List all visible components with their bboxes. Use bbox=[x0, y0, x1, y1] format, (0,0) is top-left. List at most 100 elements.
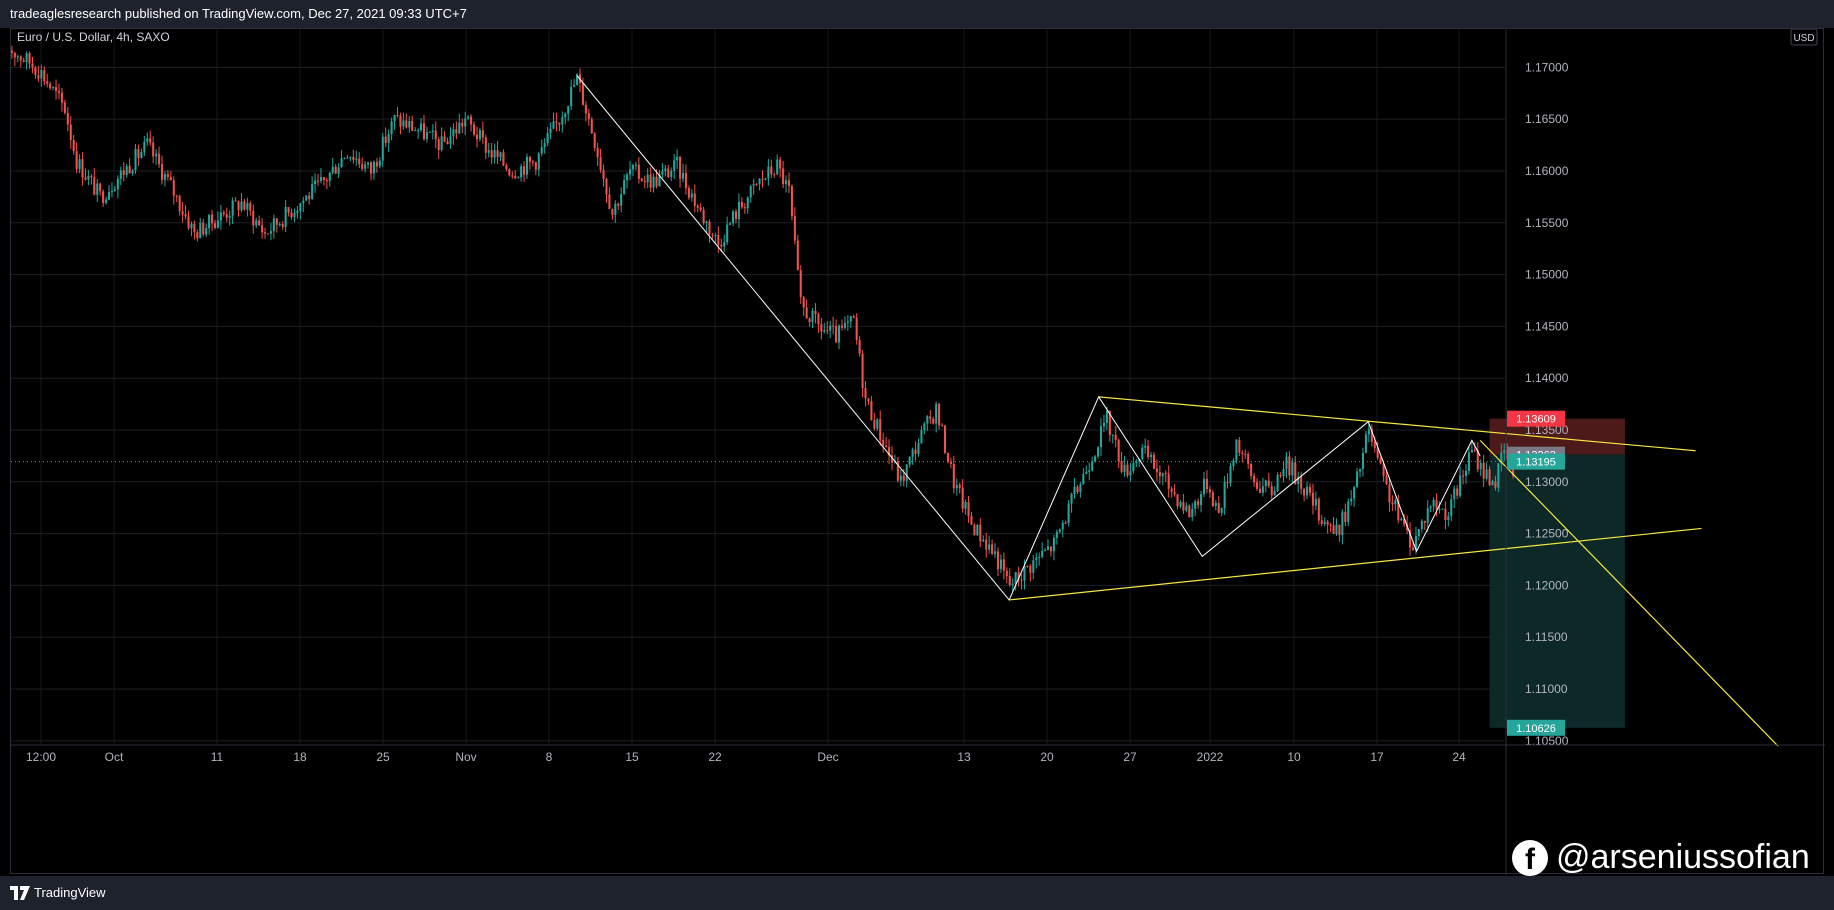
candle-body bbox=[1064, 522, 1067, 524]
candle-body bbox=[1038, 557, 1041, 559]
candle-body bbox=[1073, 486, 1076, 495]
candle-body bbox=[876, 419, 879, 429]
candle-body bbox=[805, 307, 808, 319]
triangle-trendline bbox=[1098, 396, 1696, 452]
price-label-stop: 1.13609 bbox=[1516, 414, 1556, 426]
candle-body bbox=[1491, 481, 1494, 486]
candle-body bbox=[946, 452, 949, 463]
price-label-target: 1.10626 bbox=[1516, 723, 1556, 735]
candle-body bbox=[996, 551, 1000, 570]
candle-body bbox=[696, 205, 699, 208]
candle-body bbox=[49, 83, 52, 89]
chart-canvas[interactable]: 1.10500 1.11000 1.11500 1.12000 1.12500 1.130… bbox=[11, 29, 1825, 875]
candle-body bbox=[193, 223, 196, 233]
candle-body bbox=[1482, 462, 1485, 479]
candle-body bbox=[1323, 521, 1326, 524]
candle-body bbox=[249, 202, 252, 211]
candle-body bbox=[832, 325, 835, 327]
candle-body bbox=[511, 175, 514, 177]
candle-body bbox=[1044, 549, 1047, 551]
candle-body bbox=[890, 455, 894, 463]
candle-body bbox=[1200, 494, 1203, 506]
candle-body bbox=[243, 201, 246, 210]
candle-body bbox=[152, 142, 155, 157]
candle-body bbox=[1041, 550, 1044, 558]
candle-body bbox=[1250, 463, 1253, 476]
candle-body bbox=[1435, 499, 1438, 510]
candle-body bbox=[1311, 492, 1314, 506]
candle-body bbox=[1191, 508, 1194, 517]
candle-body bbox=[770, 166, 773, 175]
candle-body bbox=[746, 197, 749, 209]
candle-body bbox=[991, 544, 994, 554]
x-tick-label: 27 bbox=[1123, 750, 1137, 764]
candle-body bbox=[340, 158, 343, 168]
y-tick-label: 1.11000 bbox=[1525, 682, 1568, 696]
x-tick-label: 22 bbox=[708, 750, 722, 764]
candle-body bbox=[131, 170, 134, 174]
candle-body bbox=[1097, 447, 1100, 457]
candle-body bbox=[46, 81, 49, 84]
candle-body bbox=[1114, 434, 1117, 440]
candle-body bbox=[1456, 488, 1459, 496]
candle-body bbox=[1500, 452, 1503, 464]
candle-body bbox=[84, 177, 87, 180]
candle-body bbox=[1008, 576, 1011, 585]
tradingview-logo[interactable]: TradingView bbox=[10, 885, 106, 900]
candle-body bbox=[1344, 511, 1347, 522]
candle-body bbox=[299, 203, 302, 211]
price-label-stop-bg bbox=[1507, 410, 1565, 427]
candle-body bbox=[1379, 457, 1382, 464]
candle-body bbox=[1453, 488, 1456, 500]
candle-body bbox=[175, 195, 178, 197]
candle-body bbox=[346, 157, 349, 159]
candle-body bbox=[281, 224, 284, 227]
candle-body bbox=[1238, 439, 1241, 453]
candle-body bbox=[858, 340, 861, 354]
candle-body bbox=[699, 207, 702, 211]
candle-body bbox=[943, 425, 947, 453]
candle-body bbox=[1147, 445, 1150, 458]
candle-body bbox=[219, 212, 222, 221]
candle-body bbox=[861, 353, 864, 389]
candle-body bbox=[31, 63, 34, 68]
candle-body bbox=[1099, 426, 1103, 448]
candle-body bbox=[1076, 486, 1079, 493]
candle-body bbox=[1223, 482, 1226, 509]
candle-body bbox=[478, 130, 481, 140]
candle-body bbox=[873, 420, 876, 429]
candle-body bbox=[1264, 480, 1267, 487]
candle-body bbox=[664, 168, 667, 172]
candle-body bbox=[464, 118, 467, 127]
candle-body bbox=[988, 544, 991, 550]
candle-body bbox=[929, 416, 932, 419]
y-tick-label: 1.14000 bbox=[1525, 371, 1569, 385]
candle-body bbox=[1432, 499, 1435, 507]
chart-panel[interactable]: 1.10500 1.11000 1.11500 1.12000 1.12500 1.130… bbox=[10, 28, 1825, 875]
candle-body bbox=[661, 171, 664, 175]
candle-body bbox=[1049, 546, 1052, 552]
candle-body bbox=[1067, 503, 1070, 523]
candle-body bbox=[679, 156, 682, 179]
candle-body bbox=[1235, 439, 1238, 461]
y-tick-label: 1.16500 bbox=[1525, 112, 1569, 126]
candle-body bbox=[252, 210, 255, 226]
candle-body bbox=[684, 172, 687, 189]
candle-body bbox=[393, 115, 396, 122]
candle-body bbox=[1155, 468, 1158, 473]
candle-body bbox=[1229, 466, 1232, 484]
candle-body bbox=[640, 178, 643, 181]
candle-body bbox=[743, 207, 746, 209]
candle-body bbox=[1253, 475, 1256, 483]
candle-body bbox=[826, 330, 829, 332]
candle-body bbox=[602, 170, 605, 179]
candle-body bbox=[787, 180, 791, 187]
candle-body bbox=[378, 160, 381, 167]
candle-body bbox=[1120, 461, 1123, 472]
candles bbox=[11, 45, 1515, 592]
candle-body bbox=[113, 189, 116, 192]
candle-body bbox=[1409, 530, 1412, 548]
candle-body bbox=[1091, 461, 1094, 471]
candle-body bbox=[349, 156, 352, 158]
candle-body bbox=[1061, 522, 1064, 530]
